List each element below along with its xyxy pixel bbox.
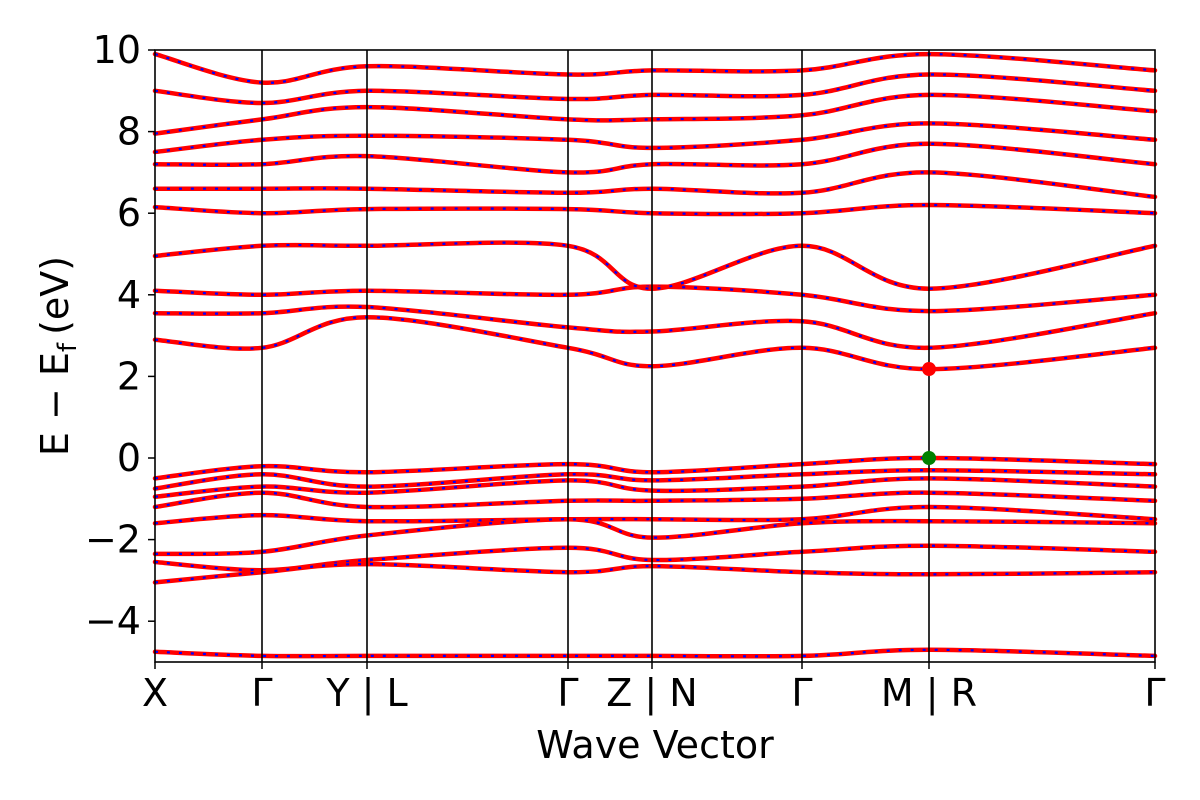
band-line-overlay xyxy=(154,477,1156,498)
x-tick-label: Y | L xyxy=(325,671,407,716)
y-tick-label: 10 xyxy=(93,28,141,72)
y-axis-label-subscript: f xyxy=(53,342,83,352)
y-tick-label: 2 xyxy=(117,354,141,398)
band-edge-markers xyxy=(922,362,936,465)
bands-layer xyxy=(152,51,1158,659)
x-ticks: X Γ Y | L Γ Z | N Γ M | R Γ xyxy=(142,662,1166,716)
y-tick-label: 4 xyxy=(117,273,141,317)
band-line-overlay xyxy=(154,456,1156,480)
y-tick-label: 6 xyxy=(117,191,141,235)
band-line-overlay xyxy=(154,203,1156,216)
x-tick-label: Γ xyxy=(791,671,812,715)
band-line xyxy=(152,170,1158,200)
band-line-overlay xyxy=(154,648,1156,658)
kpath-dividers xyxy=(261,50,930,662)
band-line xyxy=(152,561,1158,585)
y-axis-label-main: E − E xyxy=(33,352,77,456)
y-tick-label: 8 xyxy=(117,110,141,154)
band-line-overlay xyxy=(154,241,1156,290)
x-tick-label: Z | N xyxy=(606,671,697,716)
band-line-overlay xyxy=(154,122,1156,154)
band-line-overlay xyxy=(154,73,1156,105)
band-line-overlay xyxy=(154,518,1156,555)
x-tick-label: Γ xyxy=(1144,671,1165,715)
band-line-overlay xyxy=(154,505,1156,525)
band-line-overlay xyxy=(155,171,1156,198)
x-tick-label: X xyxy=(142,671,168,715)
x-axis-label: Wave Vector xyxy=(536,723,774,767)
x-tick-label: Γ xyxy=(557,671,578,715)
plot-frame xyxy=(154,49,1156,663)
y-tick-label: −2 xyxy=(85,518,141,562)
y-axis-label-unit: (eV) xyxy=(33,256,77,335)
band-line xyxy=(152,647,1158,659)
band-line xyxy=(152,240,1158,291)
band-line-overlay xyxy=(154,142,1156,174)
y-tick-label: 0 xyxy=(117,436,141,480)
y-tick-label: −4 xyxy=(85,599,141,643)
band-line-overlay xyxy=(154,469,1156,490)
band-line xyxy=(152,455,1158,481)
band-line xyxy=(152,314,1158,372)
band-line-overlay xyxy=(154,93,1156,135)
band-line-overlay xyxy=(154,305,1156,349)
band-line-overlay xyxy=(154,285,1156,313)
y-ticks: −4 −2 0 2 4 6 8 10 xyxy=(85,28,155,643)
cbm-marker xyxy=(922,362,936,377)
vbm-marker xyxy=(922,451,936,465)
band-line xyxy=(152,202,1158,217)
band-line-overlay xyxy=(154,491,1156,509)
x-tick-label: Γ xyxy=(251,671,272,715)
band-line-overlay xyxy=(154,316,1156,371)
band-line-overlay xyxy=(154,562,1156,584)
band-line xyxy=(152,304,1158,351)
x-tick-label: M | R xyxy=(881,671,977,716)
y-axis-label: E − Ef (eV) xyxy=(33,256,83,456)
